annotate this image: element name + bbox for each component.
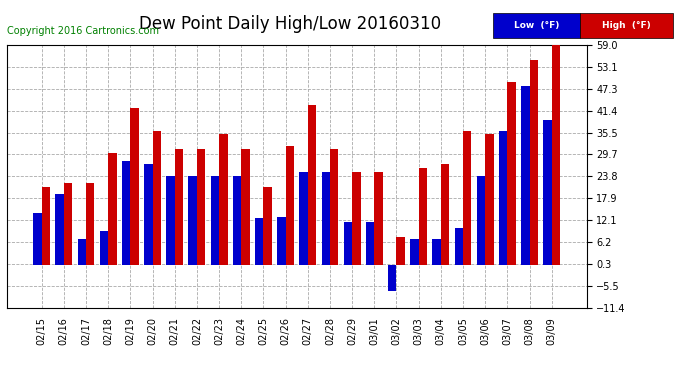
Bar xyxy=(308,105,316,265)
Bar xyxy=(499,131,507,265)
Bar xyxy=(374,172,383,265)
Text: Dew Point Daily High/Low 20160310: Dew Point Daily High/Low 20160310 xyxy=(139,15,441,33)
Bar xyxy=(411,239,419,265)
Bar xyxy=(322,172,330,265)
Bar xyxy=(241,149,250,265)
Bar xyxy=(33,213,41,265)
Bar xyxy=(543,120,552,265)
Bar xyxy=(463,131,471,265)
Bar xyxy=(197,149,206,265)
Bar xyxy=(521,86,529,265)
Bar xyxy=(100,231,108,265)
Bar xyxy=(130,108,139,265)
Bar xyxy=(286,146,294,265)
Bar xyxy=(397,237,405,265)
Text: Low  (°F): Low (°F) xyxy=(514,21,559,30)
Bar xyxy=(477,176,485,265)
Bar xyxy=(255,218,264,265)
Bar xyxy=(299,172,308,265)
Bar xyxy=(388,265,397,291)
Bar xyxy=(166,176,175,265)
Bar xyxy=(366,222,374,265)
Text: High  (°F): High (°F) xyxy=(602,21,651,30)
Bar xyxy=(41,187,50,265)
Bar xyxy=(152,131,161,265)
Bar xyxy=(485,135,493,265)
Bar xyxy=(122,160,130,265)
Bar xyxy=(330,149,338,265)
Bar xyxy=(175,149,183,265)
Bar xyxy=(55,194,64,265)
Bar xyxy=(529,60,538,265)
Bar xyxy=(188,176,197,265)
Bar xyxy=(441,164,449,265)
Bar xyxy=(352,172,361,265)
Bar xyxy=(419,168,427,265)
Bar xyxy=(264,187,272,265)
Bar xyxy=(455,228,463,265)
Bar xyxy=(108,153,117,265)
Bar xyxy=(507,82,516,265)
Text: Copyright 2016 Cartronics.com: Copyright 2016 Cartronics.com xyxy=(7,26,159,36)
Bar xyxy=(64,183,72,265)
Bar xyxy=(433,239,441,265)
Bar xyxy=(219,135,228,265)
Bar xyxy=(144,164,152,265)
Bar xyxy=(277,216,286,265)
Bar xyxy=(552,45,560,265)
Bar xyxy=(86,183,95,265)
Bar xyxy=(344,222,352,265)
Bar xyxy=(77,239,86,265)
Bar xyxy=(210,176,219,265)
Bar xyxy=(233,176,241,265)
